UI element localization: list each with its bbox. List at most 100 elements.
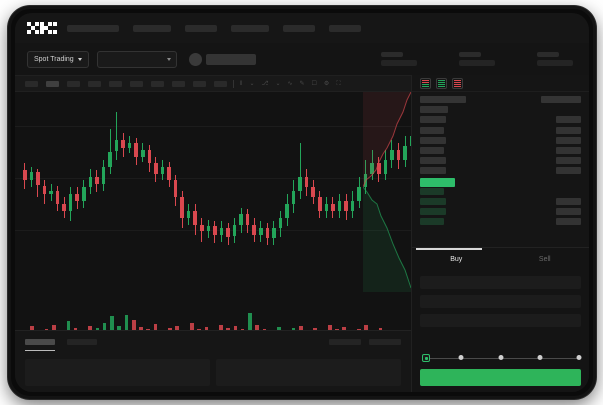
orderbook-mode-line — [438, 81, 445, 83]
chevron-down-icon — [166, 57, 171, 61]
timeframe-tf-5[interactable] — [109, 80, 122, 87]
timeframe-tf-6[interactable] — [130, 80, 143, 87]
candle-body — [298, 177, 302, 191]
order-type-field[interactable] — [420, 276, 581, 289]
chart-type-caret-icon[interactable]: ⌄ — [249, 80, 255, 87]
orderbook-row[interactable] — [420, 177, 581, 187]
order-book[interactable] — [412, 92, 589, 247]
candlestick-type-icon[interactable]: ‖ — [240, 80, 243, 87]
okx-logo-icon[interactable] — [27, 21, 57, 35]
candle-body — [186, 211, 191, 218]
volume-bar — [153, 324, 158, 330]
orderbook-amount-cell — [556, 157, 581, 165]
camera-icon[interactable]: ☐ — [311, 80, 317, 87]
volume-bar — [226, 328, 230, 330]
volume-bar — [95, 328, 100, 330]
settings-gear-icon[interactable]: ⚙ — [323, 80, 330, 87]
orderbook-price-cell — [420, 167, 446, 175]
tab-sell[interactable]: Sell — [501, 248, 590, 270]
candle-body — [200, 224, 204, 232]
candle-body — [101, 166, 106, 184]
timeframe-tf-7[interactable] — [151, 80, 164, 87]
volume-bar — [131, 319, 136, 330]
nav-item-6[interactable] — [329, 24, 361, 32]
volume-bar — [342, 327, 347, 330]
volume-bar — [146, 329, 151, 330]
volume-bar — [356, 329, 361, 330]
volume-bar — [298, 325, 303, 330]
fullscreen-icon[interactable]: ⛶ — [336, 80, 341, 87]
orderbook-row[interactable] — [420, 218, 581, 226]
indicators-caret-icon[interactable]: ⌄ — [275, 80, 281, 87]
orderbook-row[interactable] — [420, 146, 581, 154]
nav-item-1[interactable] — [67, 24, 119, 32]
slider-stop-100[interactable] — [576, 355, 582, 360]
amount-percent-slider[interactable] — [422, 354, 582, 362]
orderbook-header — [420, 96, 581, 103]
candle-body — [390, 149, 394, 160]
orderbook-row[interactable] — [420, 157, 581, 165]
timeframe-tf-2[interactable] — [46, 80, 59, 87]
slider-stop-50[interactable] — [498, 355, 503, 360]
trading-pair-select[interactable] — [96, 50, 177, 68]
orderbook-mode-line — [422, 81, 429, 83]
orderbook-mode-both-icon[interactable] — [420, 77, 431, 89]
timeframe-tf-3[interactable] — [67, 80, 80, 87]
pencil-icon[interactable]: ✎ — [299, 80, 305, 87]
timeframe-tf-4[interactable] — [88, 80, 101, 87]
price-field[interactable] — [420, 295, 581, 308]
candle-body — [134, 143, 139, 157]
candle-body — [114, 139, 119, 152]
candle-wick — [109, 129, 111, 174]
volume-bar — [52, 324, 56, 330]
timeframe-tf-1[interactable] — [25, 80, 38, 87]
tab-buy[interactable]: Buy — [412, 248, 501, 270]
tab-order-history[interactable] — [67, 339, 97, 345]
timeframe-tf-10[interactable] — [214, 80, 227, 87]
candle-body — [331, 204, 335, 211]
timeframe-tf-8[interactable] — [172, 80, 185, 87]
nav-item-5[interactable] — [283, 24, 315, 32]
slider-handle[interactable] — [422, 354, 430, 362]
nav-item-2[interactable] — [133, 24, 171, 32]
line-tool-icon[interactable]: ∿ — [287, 80, 293, 87]
top-nav-items — [67, 24, 361, 32]
bottom-action-1[interactable] — [329, 339, 361, 345]
volume-bar — [175, 325, 180, 330]
candle-body — [377, 163, 381, 174]
submit-buy-button[interactable] — [420, 369, 581, 386]
orderbook-row[interactable] — [420, 116, 581, 124]
volume-bar — [66, 321, 71, 330]
orderbook-row[interactable] — [420, 197, 581, 205]
candle-body — [278, 217, 283, 228]
candle-body — [154, 163, 158, 174]
orderbook-mode-line — [454, 81, 461, 83]
price-chart[interactable] — [15, 92, 411, 330]
volume-bar — [110, 315, 114, 330]
nav-item-4[interactable] — [231, 24, 269, 32]
orderbook-price-cell — [420, 177, 455, 187]
orders-panel — [15, 330, 411, 392]
orderbook-header-price — [420, 96, 466, 103]
slider-stop-25[interactable] — [458, 355, 464, 360]
spot-trading-dropdown[interactable]: Spot Trading — [27, 50, 89, 68]
nav-item-3[interactable] — [185, 24, 217, 32]
orderbook-row[interactable] — [420, 136, 581, 144]
orderbook-row[interactable] — [420, 106, 581, 114]
amount-field[interactable] — [420, 314, 581, 327]
orderbook-mode-bids-icon[interactable] — [436, 77, 447, 89]
stat-24h-volume-label — [537, 52, 559, 57]
bottom-action-2[interactable] — [369, 339, 401, 345]
orderbook-row[interactable] — [420, 126, 581, 134]
orderbook-mode-asks-icon[interactable] — [452, 77, 463, 89]
orderbook-price-cell — [420, 136, 446, 144]
candle-body — [403, 146, 407, 160]
slider-stop-75[interactable] — [537, 355, 543, 360]
indicators-icon[interactable]: ⎇ — [261, 80, 269, 87]
orderbook-row[interactable] — [420, 167, 581, 175]
timeframe-tf-9[interactable] — [193, 80, 206, 87]
orderbook-row[interactable] — [420, 187, 581, 195]
orderbook-row[interactable] — [420, 208, 581, 216]
candle-body — [206, 226, 211, 232]
tab-open-orders[interactable] — [25, 339, 55, 345]
